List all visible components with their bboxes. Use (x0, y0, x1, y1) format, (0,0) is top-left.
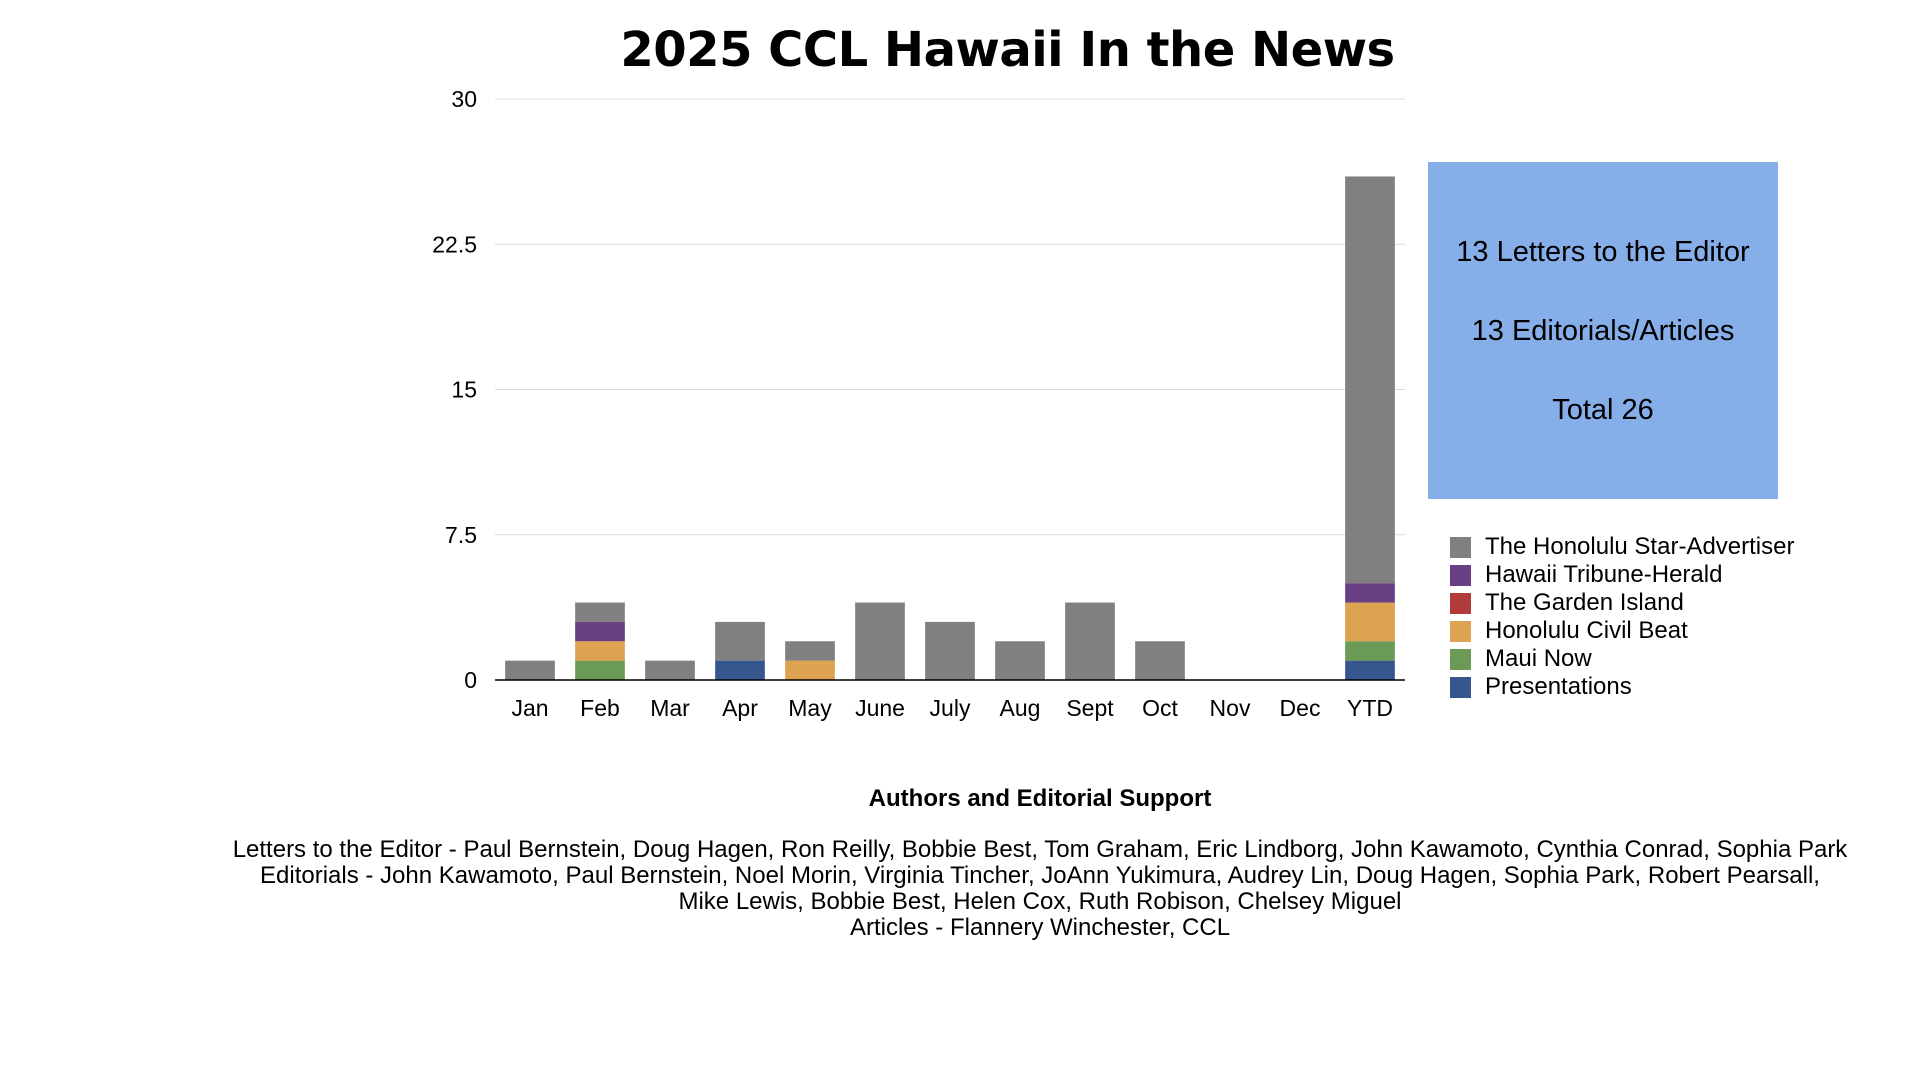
legend-label: Presentations (1485, 673, 1632, 700)
bar-segment-ytd-maui-now (1345, 641, 1395, 661)
bar-segment-may-honolulu-star-advertiser (785, 641, 835, 661)
x-tick-label: Nov (1210, 695, 1251, 721)
x-tick-label: Apr (722, 695, 758, 721)
y-tick-label: 7.5 (445, 522, 477, 548)
bar-segment-may-honolulu-civil-beat (785, 660, 835, 680)
chart-title: 2025 CCL Hawaii In the News (620, 22, 1395, 78)
authors-line-articles: Articles - Flannery Winchester, CCL (849, 914, 1231, 941)
bar-segment-june-honolulu-star-advertiser (855, 602, 905, 680)
bars (505, 176, 1395, 680)
x-tick-label: Oct (1142, 695, 1178, 721)
bar-segment-ytd-hawaii-tribune-herald (1345, 583, 1395, 603)
bar-segment-ytd-honolulu-star-advertiser (1345, 176, 1395, 584)
x-tick-label: Feb (580, 695, 620, 721)
bar-segment-feb-honolulu-star-advertiser (575, 602, 625, 622)
legend: The Honolulu Star-Advertiser Hawaii Trib… (1450, 533, 1794, 701)
legend-label: Maui Now (1485, 645, 1592, 672)
bar-segment-july-honolulu-star-advertiser (925, 621, 975, 680)
x-tick-label: Sept (1066, 695, 1114, 721)
legend-label: Hawaii Tribune-Herald (1485, 561, 1723, 588)
x-tick-label: Dec (1280, 695, 1321, 721)
authors-body: Letters to the Editor - Paul Bernstein, … (200, 837, 1880, 941)
legend-swatch (1450, 648, 1471, 670)
legend-swatch (1450, 620, 1471, 642)
legend-item-civil-beat: Honolulu Civil Beat (1450, 617, 1794, 645)
bar-segment-ytd-presentations (1345, 660, 1395, 680)
summary-box: 13 Letters to the Editor 13 Editorials/A… (1428, 162, 1778, 499)
x-tick-label: June (855, 695, 905, 721)
editorials-count: 13 Editorials/Articles (1471, 314, 1735, 347)
y-axis-ticks: 0 7.5 15 22.5 30 (432, 86, 477, 693)
bar-segment-apr-honolulu-star-advertiser (715, 621, 765, 661)
x-axis-labels: Jan Feb Mar Apr May June July Aug Sept Oct Nov Dec Y… (511, 695, 1393, 721)
x-tick-label: July (930, 695, 971, 721)
legend-swatch (1450, 536, 1471, 558)
y-tick-label: 30 (451, 86, 477, 112)
authors-line-letters: Letters to the Editor - Paul Bernstein, … (232, 836, 1848, 863)
bar-segment-ytd-honolulu-civil-beat (1345, 602, 1395, 642)
bar-segment-apr-presentations (715, 660, 765, 680)
y-tick-label: 15 (451, 377, 477, 403)
legend-label: Honolulu Civil Beat (1485, 617, 1688, 644)
authors-line-editorials-cont: Mike Lewis, Bobbie Best, Helen Cox, Ruth… (678, 888, 1402, 915)
bar-segment-sept-honolulu-star-advertiser (1065, 602, 1115, 680)
legend-item-presentations: Presentations (1450, 673, 1794, 701)
bar-segment-mar-honolulu-star-advertiser (645, 660, 695, 680)
legend-item-tribune-herald: Hawaii Tribune-Herald (1450, 561, 1794, 589)
legend-swatch (1450, 592, 1471, 614)
bar-segment-feb-maui-now (575, 660, 625, 680)
legend-label: The Garden Island (1485, 589, 1684, 616)
bar-segment-feb-hawaii-tribune-herald (575, 621, 625, 642)
authors-heading: Authors and Editorial Support (868, 785, 1212, 812)
authors-line-editorials: Editorials - John Kawamoto, Paul Bernste… (260, 862, 1820, 889)
legend-swatch (1450, 676, 1471, 698)
legend-item-star-advertiser: The Honolulu Star-Advertiser (1450, 533, 1794, 561)
total-count: Total 26 (1552, 393, 1654, 426)
y-tick-label: 0 (464, 667, 477, 693)
x-tick-label: Mar (650, 695, 690, 721)
y-tick-label: 22.5 (432, 231, 477, 257)
x-tick-label: May (788, 695, 832, 721)
legend-swatch (1450, 564, 1471, 586)
letters-count: 13 Letters to the Editor (1456, 235, 1750, 268)
bar-segment-jan-honolulu-star-advertiser (505, 660, 555, 680)
bar-segment-oct-honolulu-star-advertiser (1135, 641, 1185, 680)
x-tick-label: Jan (511, 695, 548, 721)
gridlines (495, 98, 1405, 536)
legend-item-garden-island: The Garden Island (1450, 589, 1794, 617)
bar-segment-feb-honolulu-civil-beat (575, 641, 625, 661)
x-tick-label: YTD (1347, 695, 1393, 721)
legend-label: The Honolulu Star-Advertiser (1485, 533, 1795, 560)
x-tick-label: Aug (1000, 695, 1041, 721)
legend-item-maui-now: Maui Now (1450, 645, 1794, 673)
bar-segment-aug-honolulu-star-advertiser (995, 641, 1045, 680)
